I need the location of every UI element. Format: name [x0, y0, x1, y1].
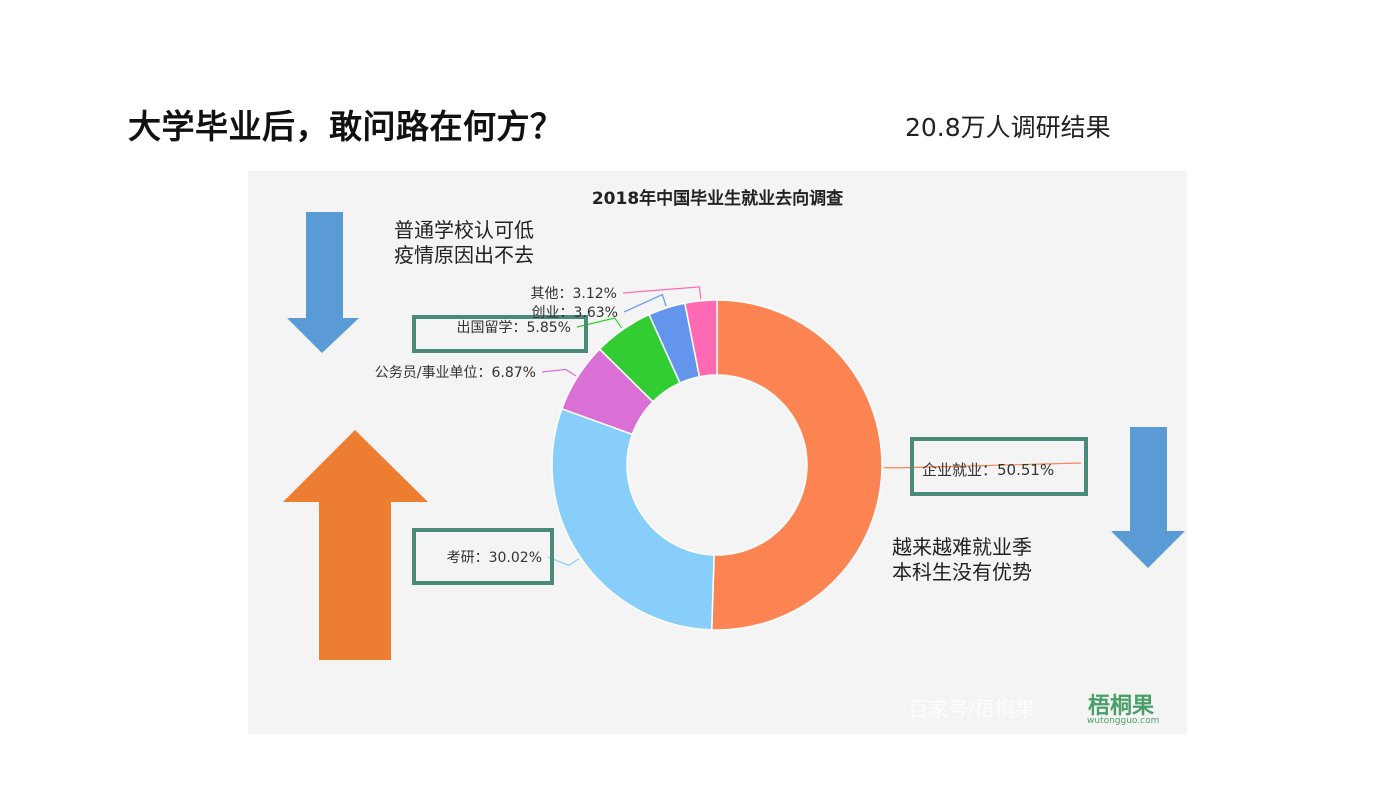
slice-label-5: 其他：3.12% — [531, 286, 617, 302]
highlight-box-3 — [412, 315, 588, 353]
slice-label-3: 出国留学：5.85% — [457, 320, 571, 336]
arrow-down-left-icon — [287, 212, 359, 353]
slide-title: 大学毕业后，敢问路在何方？ — [128, 107, 564, 146]
note-right: 越来越难就业季 本科生没有优势 — [892, 535, 1032, 585]
note-top-line-1: 普通学校认可低 — [394, 218, 534, 242]
donut-slice-0 — [710, 299, 883, 631]
slide-subtitle: 20.8万人调研结果 — [905, 113, 1111, 142]
leader-line-2 — [541, 368, 577, 377]
donut-slice-5 — [683, 299, 718, 378]
slice-label-0: 企业就业：50.51% — [922, 461, 1054, 479]
slice-label-2: 公务员/事业单位：6.87% — [375, 365, 536, 381]
note-right-line-2: 本科生没有优势 — [892, 560, 1032, 584]
slice-label-1: 考研：30.02% — [447, 550, 542, 566]
arrow-up-orange-icon — [283, 430, 428, 660]
highlight-box-1 — [412, 528, 554, 585]
leader-line-1 — [547, 556, 580, 567]
note-right-line-1: 越来越难就业季 — [892, 535, 1032, 559]
leader-line-0 — [883, 462, 1082, 469]
watermark-logo: 梧桐果 — [1088, 694, 1155, 719]
chart-title: 2018年中国毕业生就业去向调查 — [591, 189, 844, 209]
highlight-box-0 — [910, 437, 1088, 496]
donut-slice-1 — [551, 407, 715, 631]
slice-label-4: 创业：3.63% — [532, 305, 618, 321]
chart-panel — [248, 171, 1187, 734]
watermark-text: 百家号/梧桐果 — [908, 697, 1035, 721]
leader-line-5 — [622, 286, 702, 299]
note-top-line-2: 疫情原因出不去 — [394, 243, 534, 267]
arrow-down-right-icon — [1111, 427, 1185, 568]
note-top: 普通学校认可低 疫情原因出不去 — [394, 218, 534, 268]
watermark-url: wutongguo.com — [1087, 716, 1160, 726]
leader-line-3 — [576, 317, 623, 329]
leader-line-4 — [623, 293, 667, 313]
